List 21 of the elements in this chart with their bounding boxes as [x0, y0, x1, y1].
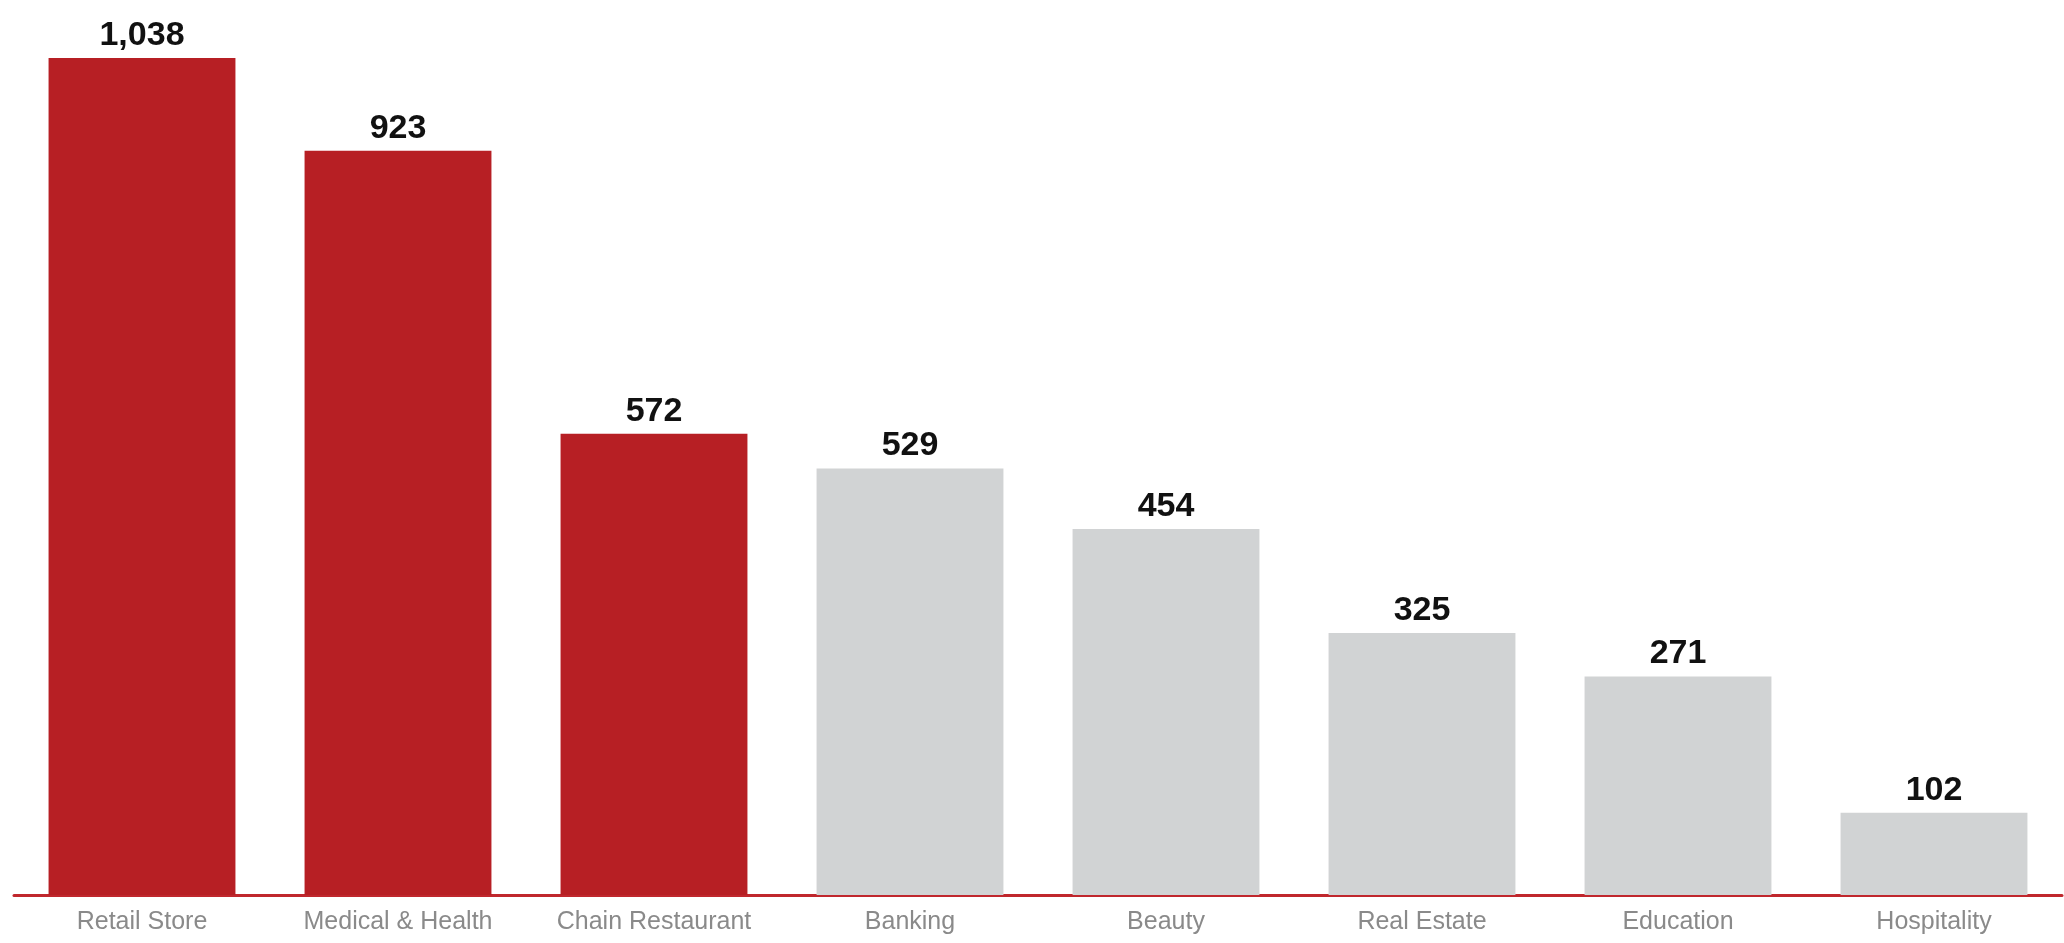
bar — [816, 468, 1004, 895]
x-tick-label: Chain Restaurant — [556, 905, 752, 934]
bar — [1328, 632, 1516, 895]
x-tick-label: Education — [1622, 905, 1734, 934]
data-label: 102 — [1905, 768, 1963, 807]
data-label: 572 — [625, 389, 683, 428]
bar — [1584, 676, 1772, 895]
bar — [1840, 812, 2028, 895]
x-tick-label: Real Estate — [1357, 905, 1487, 934]
data-label: 529 — [881, 424, 939, 463]
x-tick-label: Hospitality — [1876, 905, 1993, 934]
data-label: 1,038 — [99, 14, 185, 52]
data-label: 325 — [1393, 588, 1451, 627]
data-label: 454 — [1137, 484, 1195, 523]
x-tick-label: Banking — [864, 905, 956, 934]
data-label: 271 — [1649, 632, 1707, 671]
x-tick-label: Medical & Health — [303, 905, 493, 934]
x-tick-label: Beauty — [1127, 905, 1206, 934]
data-label: 923 — [369, 106, 427, 145]
bar — [1072, 528, 1260, 895]
x-tick-label: Retail Store — [76, 905, 208, 934]
